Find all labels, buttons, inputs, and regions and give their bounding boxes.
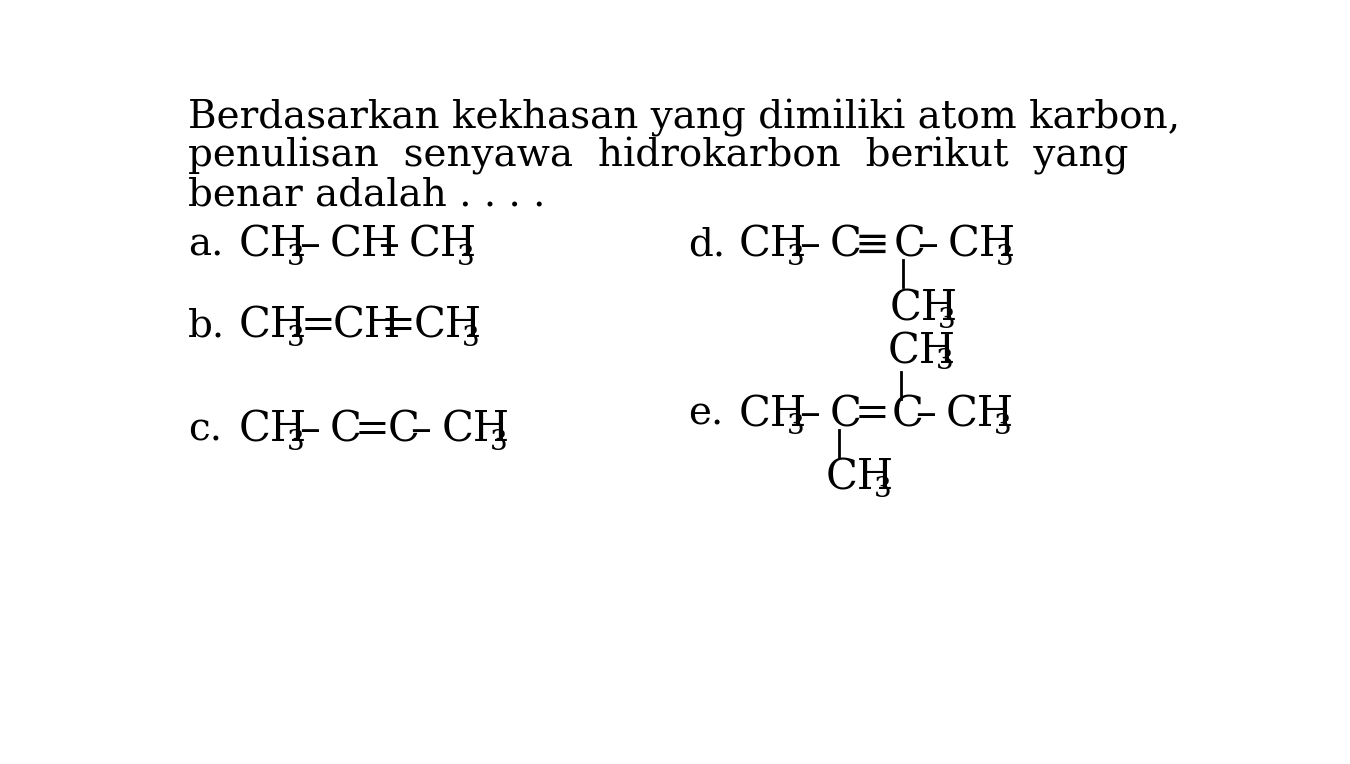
- Text: –: –: [917, 224, 937, 266]
- Text: CH: CH: [239, 409, 306, 451]
- Text: CH: CH: [413, 305, 482, 347]
- Text: 3: 3: [996, 244, 1014, 270]
- Text: –: –: [378, 224, 398, 266]
- Text: –: –: [410, 409, 432, 451]
- Text: –: –: [915, 393, 936, 435]
- Text: =: =: [355, 409, 390, 451]
- Text: CH: CH: [946, 393, 1014, 435]
- Text: C: C: [329, 409, 362, 451]
- Text: 3: 3: [490, 429, 508, 455]
- Text: a.: a.: [188, 226, 224, 264]
- Text: CH: CH: [826, 456, 894, 498]
- Text: CH: CH: [239, 305, 306, 347]
- Text: –: –: [298, 224, 320, 266]
- Text: 3: 3: [462, 325, 479, 351]
- Text: d.: d.: [688, 226, 725, 264]
- Text: C: C: [830, 393, 861, 435]
- Text: c.: c.: [188, 411, 223, 448]
- Text: 3: 3: [286, 244, 304, 270]
- Text: penulisan  senyawa  hidrokarbon  berikut  yang: penulisan senyawa hidrokarbon berikut ya…: [188, 138, 1129, 176]
- Text: e.: e.: [688, 396, 724, 433]
- Text: –: –: [799, 224, 819, 266]
- Text: C: C: [830, 224, 861, 266]
- Text: benar adalah . . . .: benar adalah . . . .: [188, 176, 545, 213]
- Text: CH: CH: [738, 393, 806, 435]
- Text: 3: 3: [994, 413, 1011, 440]
- Text: CH: CH: [888, 330, 956, 372]
- Text: CH: CH: [738, 224, 806, 266]
- Text: C: C: [387, 409, 418, 451]
- Text: ≡: ≡: [855, 224, 890, 266]
- Text: b.: b.: [188, 307, 225, 345]
- Text: 3: 3: [458, 244, 475, 270]
- Text: 3: 3: [286, 429, 304, 455]
- Text: 3: 3: [787, 413, 805, 440]
- Text: =: =: [855, 393, 890, 435]
- Text: CH: CH: [441, 409, 510, 451]
- Text: CH: CH: [329, 224, 398, 266]
- Text: 3: 3: [937, 307, 956, 334]
- Text: Berdasarkan kekhasan yang dimiliki atom karbon,: Berdasarkan kekhasan yang dimiliki atom …: [188, 99, 1180, 137]
- Text: CH: CH: [890, 287, 957, 329]
- Text: –: –: [298, 409, 320, 451]
- Text: 3: 3: [936, 348, 953, 375]
- Text: –: –: [799, 393, 819, 435]
- Text: CH: CH: [333, 305, 401, 347]
- Text: CH: CH: [239, 224, 306, 266]
- Text: C: C: [894, 224, 925, 266]
- Text: CH: CH: [409, 224, 477, 266]
- Text: CH: CH: [948, 224, 1015, 266]
- Text: =: =: [301, 305, 335, 347]
- Text: 3: 3: [286, 325, 304, 351]
- Text: 3: 3: [787, 244, 805, 270]
- Text: =: =: [381, 305, 416, 347]
- Text: 3: 3: [873, 476, 891, 503]
- Text: C: C: [892, 393, 923, 435]
